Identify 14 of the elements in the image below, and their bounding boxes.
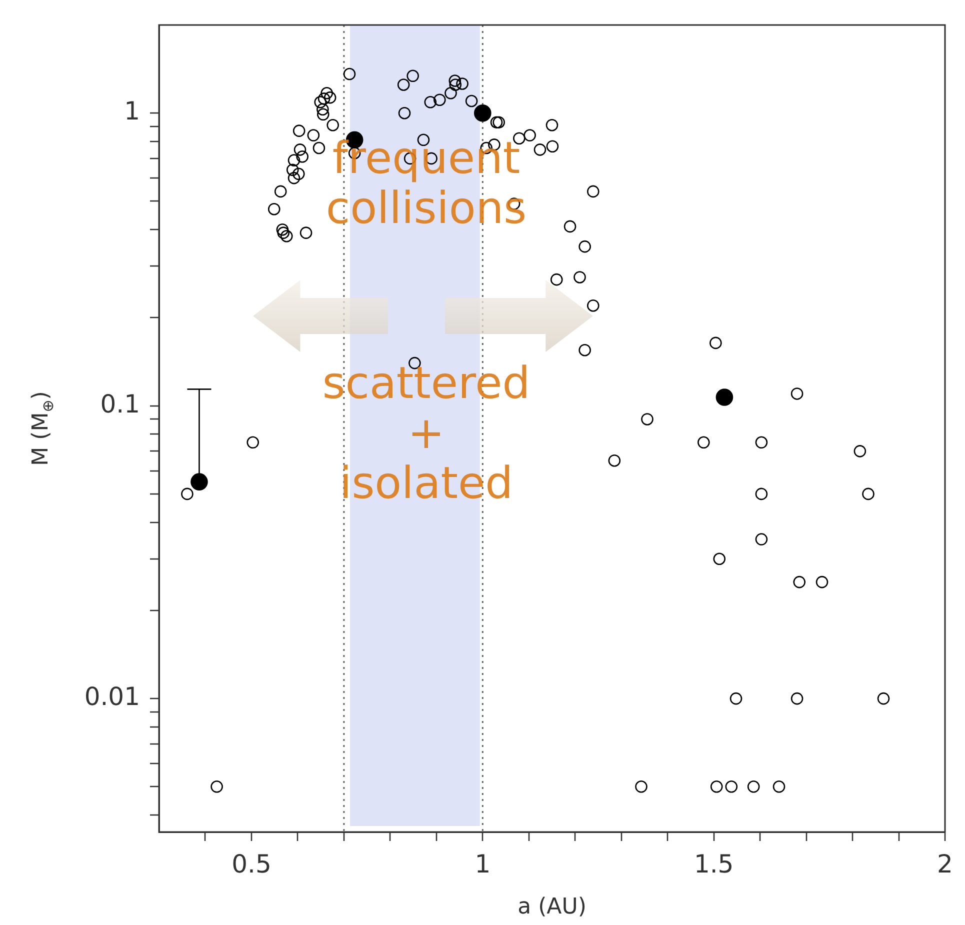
y-tick-label: 1: [124, 96, 140, 126]
x-tick-label: 1.5: [694, 850, 734, 878]
x-tick-label: 0.5: [232, 850, 272, 878]
y-tick-label: 0.1: [100, 389, 140, 418]
x-tick-label: 1: [474, 850, 491, 878]
point: [474, 104, 492, 122]
x-tick-label: 2: [937, 850, 953, 878]
point: [190, 473, 208, 490]
y-axis-title: M (M⊕): [28, 391, 57, 466]
annotation: frequent collisions: [326, 132, 527, 234]
annotation: scattered + isolated: [322, 358, 530, 510]
point: [716, 388, 734, 406]
y-tick-label: 0.01: [84, 682, 140, 712]
x-axis-title: a (AU): [518, 894, 586, 920]
